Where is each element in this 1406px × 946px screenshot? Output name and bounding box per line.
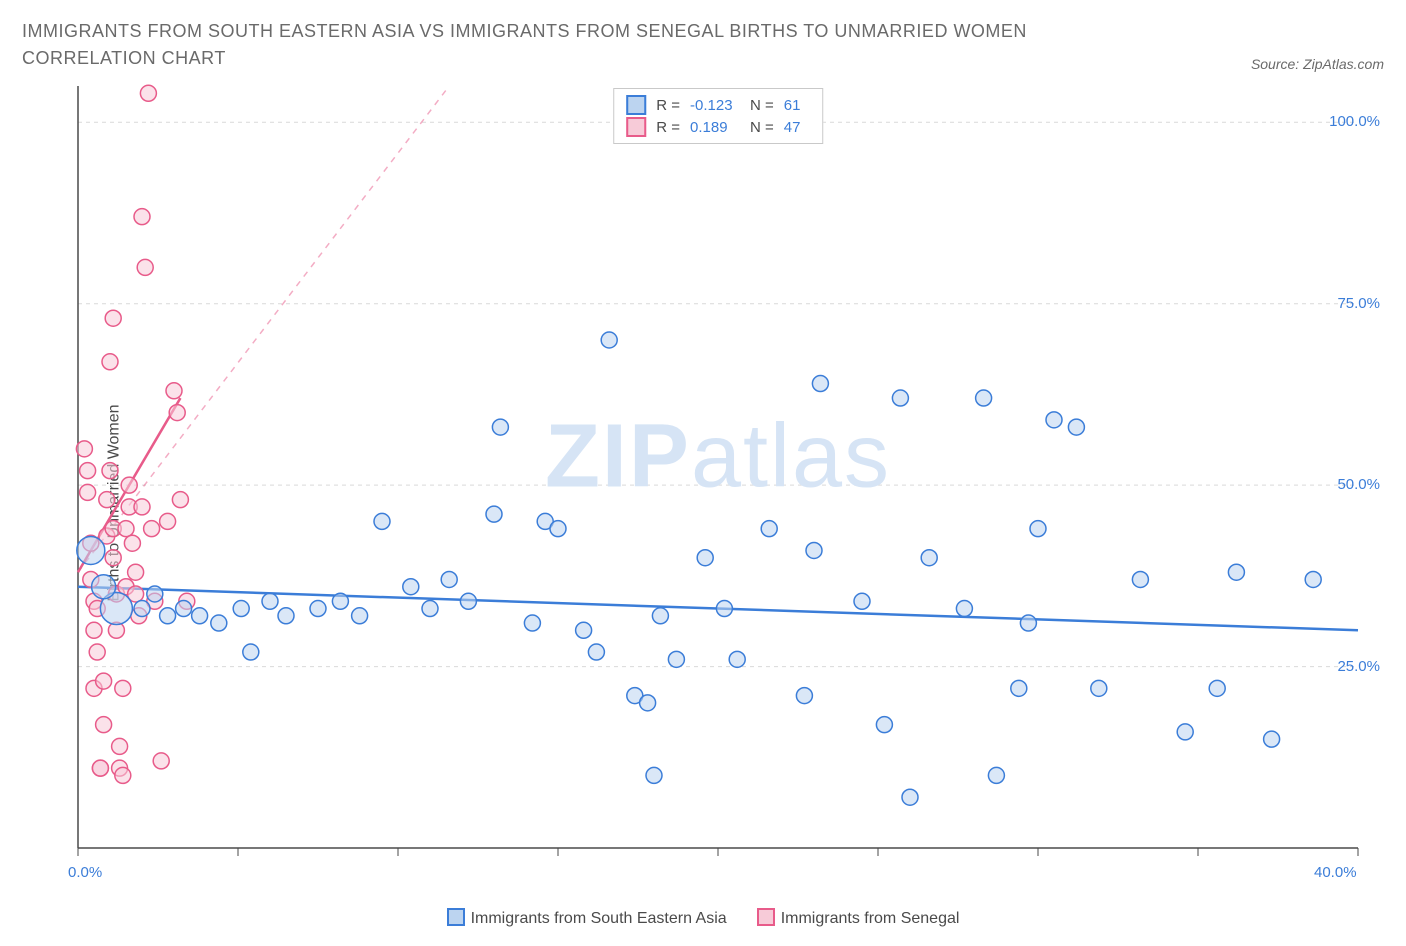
legend-swatch-1 <box>447 908 465 926</box>
x-tick-label: 0.0% <box>68 864 102 881</box>
chart-title: IMMIGRANTS FROM SOUTH EASTERN ASIA VS IM… <box>22 18 1122 72</box>
legend-swatch-series2 <box>626 117 646 137</box>
legend-item-1: Immigrants from South Eastern Asia <box>447 908 727 928</box>
n-value-2: 47 <box>784 119 810 136</box>
plot-area: ZIPatlas R = -0.123 N = 61 R = 0.189 N =… <box>68 78 1368 868</box>
n-value-1: 61 <box>784 97 810 114</box>
x-tick-label: 40.0% <box>1314 864 1357 881</box>
n-label-2: N = <box>750 119 774 136</box>
r-label-1: R = <box>656 97 680 114</box>
legend-label-2: Immigrants from Senegal <box>781 910 960 927</box>
stats-row-series2: R = 0.189 N = 47 <box>626 117 810 137</box>
series-legend: Immigrants from South Eastern Asia Immig… <box>22 908 1384 928</box>
legend-swatch-2 <box>757 908 775 926</box>
n-label-1: N = <box>750 97 774 114</box>
r-value-2: 0.189 <box>690 119 740 136</box>
legend-item-2: Immigrants from Senegal <box>757 908 960 928</box>
y-tick-label: 50.0% <box>1337 476 1380 493</box>
y-tick-label: 25.0% <box>1337 658 1380 675</box>
header-row: IMMIGRANTS FROM SOUTH EASTERN ASIA VS IM… <box>22 18 1384 72</box>
legend-swatch-series1 <box>626 95 646 115</box>
r-label-2: R = <box>656 119 680 136</box>
r-value-1: -0.123 <box>690 97 740 114</box>
chart-container: Births to Unmarried Women ZIPatlas R = -… <box>22 78 1384 928</box>
legend-label-1: Immigrants from South Eastern Asia <box>471 910 727 927</box>
source-attribution: Source: ZipAtlas.com <box>1251 56 1384 72</box>
scatter-svg <box>68 78 1368 868</box>
y-tick-label: 75.0% <box>1337 295 1380 312</box>
stats-legend: R = -0.123 N = 61 R = 0.189 N = 47 <box>613 88 823 144</box>
y-tick-label: 100.0% <box>1329 113 1380 130</box>
stats-row-series1: R = -0.123 N = 61 <box>626 95 810 115</box>
